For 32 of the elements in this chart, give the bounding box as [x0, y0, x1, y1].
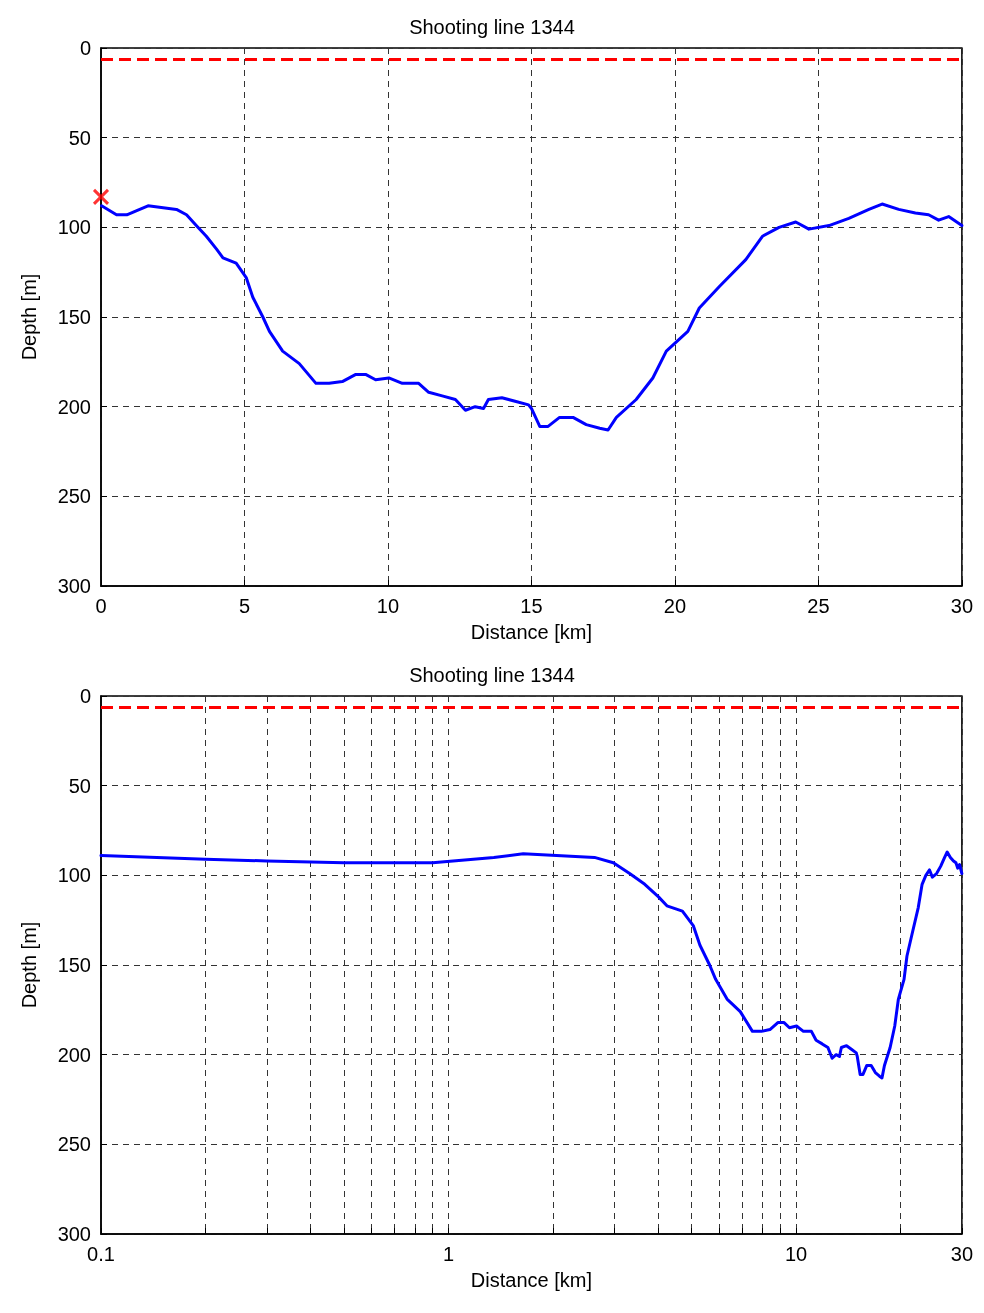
x-tick-label: 30	[950, 595, 973, 617]
x-tick-label: 20	[663, 595, 687, 617]
y-tick-label: 250	[57, 485, 91, 508]
chart-title: Shooting line 1344	[409, 16, 575, 38]
y-tick-label: 0	[79, 685, 91, 707]
x-tick-label: 10	[376, 595, 400, 617]
x-tick-label: 15	[520, 595, 543, 617]
y-tick-label: 300	[57, 1223, 91, 1245]
y-tick-label: 200	[57, 1043, 91, 1066]
y-tick-label: 50	[68, 774, 91, 797]
y-tick-label: 300	[57, 575, 91, 597]
y-tick-label: 250	[57, 1133, 91, 1156]
x-tick-label: 30	[950, 1243, 973, 1265]
x-tick-label: 0	[95, 595, 107, 617]
x-tick-label: 1	[442, 1243, 455, 1265]
line-series	[100, 202, 964, 432]
chart-title: Shooting line 1344	[409, 664, 575, 686]
y-tick-label: 150	[57, 306, 91, 328]
y-tick-label: 0	[79, 37, 91, 59]
y-tick-label: 50	[68, 126, 91, 149]
x-axis-title: Distance [km]	[470, 1269, 593, 1291]
y-tick-label: 200	[57, 395, 91, 418]
x-tick-label: 25	[807, 595, 830, 617]
y-axis-title: Depth [m]	[18, 921, 40, 1009]
x-axis-title: Distance [km]	[470, 621, 593, 643]
x-tick-label: 5	[238, 595, 251, 617]
x-tick-label: 10	[784, 1243, 808, 1265]
y-tick-label: 150	[57, 954, 91, 976]
y-axis-title: Depth [m]	[18, 273, 40, 361]
y-tick-label: 100	[57, 216, 91, 239]
x-tick-label: 0.1	[87, 1243, 115, 1265]
y-tick-label: 100	[57, 864, 91, 887]
